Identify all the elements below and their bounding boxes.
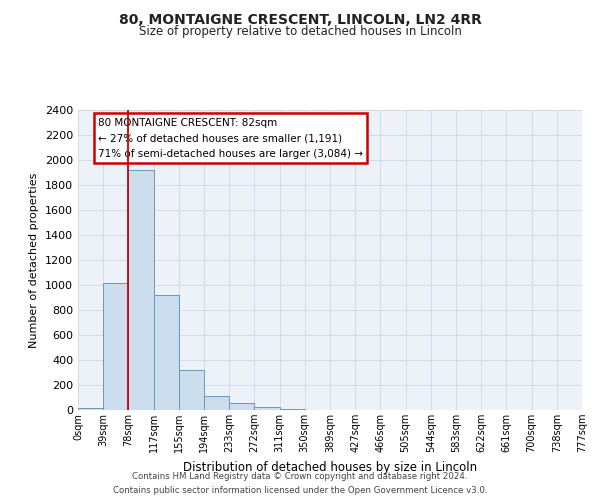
Bar — [128, 170, 154, 410]
Text: Contains public sector information licensed under the Open Government Licence v3: Contains public sector information licen… — [113, 486, 487, 495]
Bar — [280, 409, 305, 410]
X-axis label: Distribution of detached houses by size in Lincoln: Distribution of detached houses by size … — [183, 460, 477, 473]
Bar — [103, 282, 128, 410]
Text: 80 MONTAIGNE CRESCENT: 82sqm
← 27% of detached houses are smaller (1,191)
71% of: 80 MONTAIGNE CRESCENT: 82sqm ← 27% of de… — [98, 118, 363, 158]
Bar — [204, 396, 229, 410]
Bar — [179, 370, 204, 410]
Bar — [229, 403, 254, 410]
Bar — [254, 407, 280, 410]
Bar — [154, 295, 179, 410]
Text: Contains HM Land Registry data © Crown copyright and database right 2024.: Contains HM Land Registry data © Crown c… — [132, 472, 468, 481]
Bar — [78, 408, 103, 410]
Text: 80, MONTAIGNE CRESCENT, LINCOLN, LN2 4RR: 80, MONTAIGNE CRESCENT, LINCOLN, LN2 4RR — [119, 12, 481, 26]
Text: Size of property relative to detached houses in Lincoln: Size of property relative to detached ho… — [139, 25, 461, 38]
Y-axis label: Number of detached properties: Number of detached properties — [29, 172, 40, 348]
